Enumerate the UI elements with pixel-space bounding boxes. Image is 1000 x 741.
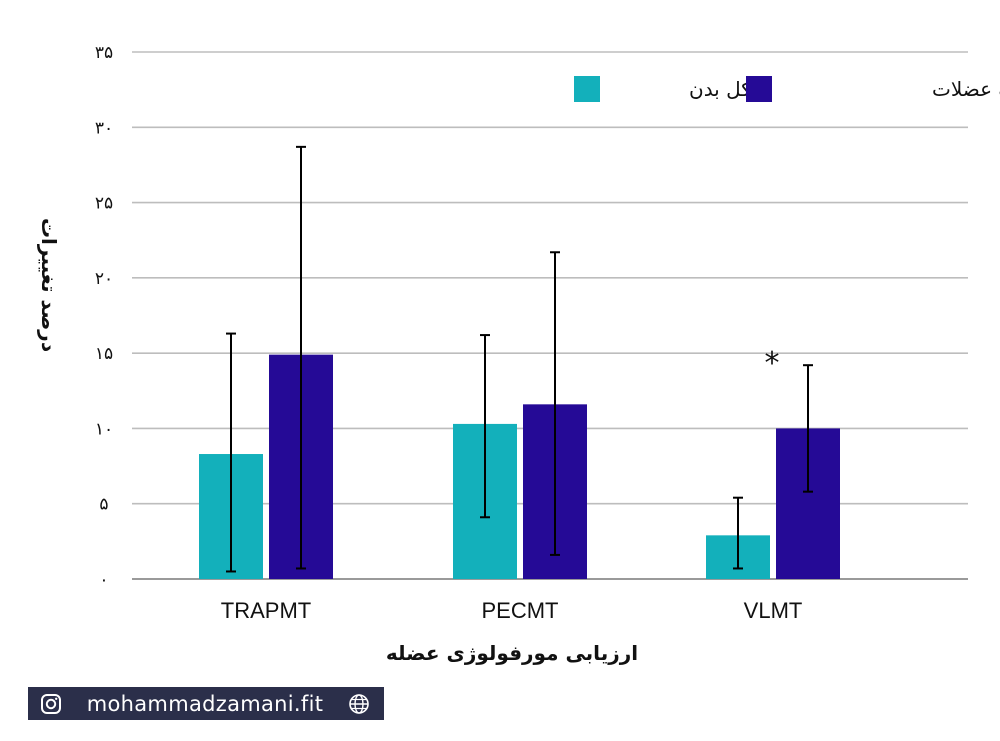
- footer-handle[interactable]: mohammadzamani.fit: [86, 691, 324, 716]
- y-tick-label: ۲۵: [95, 194, 113, 214]
- y-tick-label: ۱۵: [95, 344, 113, 364]
- legend-label-whole-body: کل بدن: [689, 77, 751, 101]
- legend-label-muscle-separation: تفکیک عضلات: [932, 77, 1000, 101]
- x-axis-categories: TRAPMT PECMT VLMT: [221, 598, 803, 623]
- significance-asterisk: *: [765, 346, 780, 381]
- y-axis-title: درصد تغییرات: [37, 218, 61, 352]
- x-category-label: VLMT: [744, 598, 803, 623]
- y-tick-label: ۱۰: [95, 419, 113, 439]
- error-bar: [226, 332, 236, 573]
- bar-chart: ۰ ۵ ۱۰ ۱۵ ۲۰ ۲۵ ۳۰ ۳۵ TRAPMT PECMT VLMT ارزیابی م…: [37, 43, 1000, 665]
- error-bar: [296, 145, 306, 570]
- bars: [199, 354, 840, 579]
- instagram-icon[interactable]: [40, 693, 62, 715]
- legend-swatch-whole-body: [574, 76, 600, 102]
- y-axis-ticks: ۰ ۵ ۱۰ ۱۵ ۲۰ ۲۵ ۳۰ ۳۵: [95, 43, 113, 590]
- error-bar: [480, 334, 490, 519]
- y-tick-label: ۳۰: [95, 118, 113, 138]
- footer-banner: mohammadzamani.fit: [28, 687, 384, 720]
- error-bar: [733, 496, 743, 570]
- error-bars: [226, 145, 813, 573]
- legend: کل بدن تفکیک عضلات: [574, 76, 1000, 102]
- legend-swatch-muscle-separation: [746, 76, 772, 102]
- x-category-label: TRAPMT: [221, 598, 311, 623]
- y-tick-label: ۲۰: [95, 269, 113, 289]
- globe-icon[interactable]: [348, 693, 370, 715]
- y-tick-label: ۵: [99, 495, 108, 515]
- x-category-label: PECMT: [482, 598, 559, 623]
- y-tick-label: ۰: [99, 570, 108, 590]
- x-axis-title: ارزیابی مورفولوژی عضله: [386, 641, 638, 665]
- y-tick-label: ۳۵: [95, 43, 113, 63]
- error-bar: [803, 364, 813, 493]
- error-bar: [550, 251, 560, 556]
